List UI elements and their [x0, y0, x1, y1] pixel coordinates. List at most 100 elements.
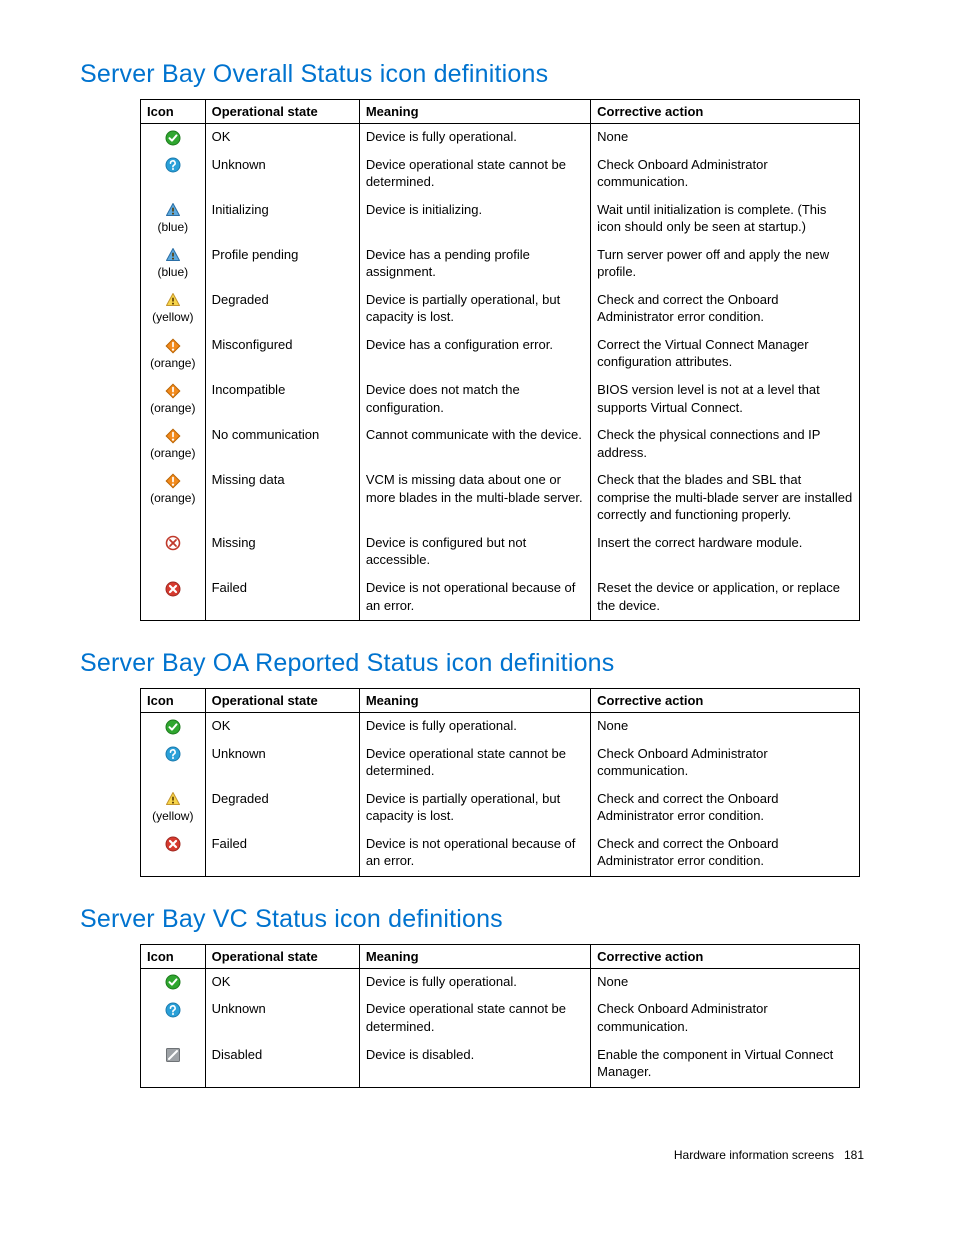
action-cell: Reset the device or application, or repl… — [591, 575, 860, 621]
action-cell: None — [591, 124, 860, 152]
state-cell: Unknown — [205, 996, 359, 1041]
table-row: Failed Device is not operational because… — [141, 831, 860, 877]
state-cell: OK — [205, 124, 359, 152]
meaning-cell: Device is partially operational, but cap… — [359, 287, 590, 332]
table-header-cell: Icon — [141, 944, 206, 968]
icon-caption: (orange) — [147, 490, 199, 506]
icon-caption: (blue) — [147, 264, 199, 280]
table-header-row: IconOperational stateMeaningCorrective a… — [141, 689, 860, 713]
meaning-cell: Device is initializing. — [359, 197, 590, 242]
table-row: OK Device is fully operational. None — [141, 713, 860, 741]
state-cell: OK — [205, 968, 359, 996]
table-row: Unknown Device operational state cannot … — [141, 996, 860, 1041]
icon-caption: (yellow) — [147, 309, 199, 325]
table-header-cell: Operational state — [205, 944, 359, 968]
state-cell: Disabled — [205, 1042, 359, 1088]
icon-cell: (orange) — [141, 377, 206, 422]
action-cell: None — [591, 713, 860, 741]
section-title: Server Bay Overall Status icon definitio… — [80, 60, 874, 89]
definition-table: IconOperational stateMeaningCorrective a… — [140, 99, 860, 621]
table-header-cell: Corrective action — [591, 689, 860, 713]
table-row: (orange) Misconfigured Device has a conf… — [141, 332, 860, 377]
meaning-cell: Device is not operational because of an … — [359, 575, 590, 621]
action-cell: Turn server power off and apply the new … — [591, 242, 860, 287]
table-row: (orange) Missing data VCM is missing dat… — [141, 467, 860, 530]
footer-label: Hardware information screens — [674, 1148, 834, 1162]
section-title: Server Bay VC Status icon definitions — [80, 905, 874, 934]
table-row: OK Device is fully operational. None — [141, 124, 860, 152]
warning-blue-icon — [165, 202, 181, 218]
table-header-cell: Operational state — [205, 689, 359, 713]
definition-table: IconOperational stateMeaningCorrective a… — [140, 688, 860, 877]
icon-cell: (yellow) — [141, 786, 206, 831]
action-cell: Check and correct the Onboard Administra… — [591, 786, 860, 831]
state-cell: Unknown — [205, 152, 359, 197]
action-cell: Check and correct the Onboard Administra… — [591, 831, 860, 877]
state-cell: Missing — [205, 530, 359, 575]
icon-cell: (blue) — [141, 242, 206, 287]
table-row: (blue) Initializing Device is initializi… — [141, 197, 860, 242]
action-cell: Enable the component in Virtual Connect … — [591, 1042, 860, 1088]
action-cell: Check that the blades and SBL that compr… — [591, 467, 860, 530]
disabled-icon — [165, 1047, 181, 1063]
icon-cell — [141, 713, 206, 741]
meaning-cell: Device is fully operational. — [359, 124, 590, 152]
icon-cell — [141, 1042, 206, 1088]
meaning-cell: Device is not operational because of an … — [359, 831, 590, 877]
table-header-row: IconOperational stateMeaningCorrective a… — [141, 944, 860, 968]
page-footer: Hardware information screens 181 — [80, 1148, 874, 1162]
state-cell: Initializing — [205, 197, 359, 242]
icon-cell: (orange) — [141, 422, 206, 467]
action-cell: Insert the correct hardware module. — [591, 530, 860, 575]
failed-icon — [165, 581, 181, 597]
state-cell: Incompatible — [205, 377, 359, 422]
icon-cell — [141, 530, 206, 575]
meaning-cell: Device operational state cannot be deter… — [359, 741, 590, 786]
icon-cell — [141, 575, 206, 621]
state-cell: Misconfigured — [205, 332, 359, 377]
unknown-icon — [165, 1002, 181, 1018]
document-body: Server Bay Overall Status icon definitio… — [80, 60, 874, 1088]
action-cell: Check Onboard Administrator communicatio… — [591, 152, 860, 197]
meaning-cell: Device has a pending profile assignment. — [359, 242, 590, 287]
meaning-cell: Device operational state cannot be deter… — [359, 152, 590, 197]
ok-icon — [165, 719, 181, 735]
missing-icon — [165, 535, 181, 551]
alert-orange-icon — [165, 338, 181, 354]
meaning-cell: Device is fully operational. — [359, 713, 590, 741]
icon-caption: (blue) — [147, 219, 199, 235]
table-row: (yellow) Degraded Device is partially op… — [141, 786, 860, 831]
action-cell: Wait until initialization is complete. (… — [591, 197, 860, 242]
warning-yellow-icon — [165, 292, 181, 308]
table-header-cell: Operational state — [205, 100, 359, 124]
state-cell: Degraded — [205, 786, 359, 831]
table-row: Unknown Device operational state cannot … — [141, 152, 860, 197]
table-row: (orange) Incompatible Device does not ma… — [141, 377, 860, 422]
icon-caption: (orange) — [147, 400, 199, 416]
ok-icon — [165, 974, 181, 990]
unknown-icon — [165, 157, 181, 173]
section-title: Server Bay OA Reported Status icon defin… — [80, 649, 874, 678]
action-cell: BIOS version level is not at a level tha… — [591, 377, 860, 422]
meaning-cell: Device is configured but not accessible. — [359, 530, 590, 575]
meaning-cell: Device is disabled. — [359, 1042, 590, 1088]
action-cell: Check Onboard Administrator communicatio… — [591, 741, 860, 786]
icon-caption: (orange) — [147, 355, 199, 371]
icon-cell — [141, 996, 206, 1041]
icon-cell — [141, 741, 206, 786]
table-header-cell: Corrective action — [591, 100, 860, 124]
state-cell: Failed — [205, 575, 359, 621]
warning-blue-icon — [165, 247, 181, 263]
table-row: (yellow) Degraded Device is partially op… — [141, 287, 860, 332]
state-cell: Profile pending — [205, 242, 359, 287]
action-cell: Check and correct the Onboard Administra… — [591, 287, 860, 332]
state-cell: Missing data — [205, 467, 359, 530]
table-header-cell: Meaning — [359, 944, 590, 968]
icon-caption: (yellow) — [147, 808, 199, 824]
meaning-cell: Device is partially operational, but cap… — [359, 786, 590, 831]
icon-cell — [141, 124, 206, 152]
meaning-cell: VCM is missing data about one or more bl… — [359, 467, 590, 530]
table-header-cell: Corrective action — [591, 944, 860, 968]
icon-cell — [141, 152, 206, 197]
action-cell: Correct the Virtual Connect Manager conf… — [591, 332, 860, 377]
